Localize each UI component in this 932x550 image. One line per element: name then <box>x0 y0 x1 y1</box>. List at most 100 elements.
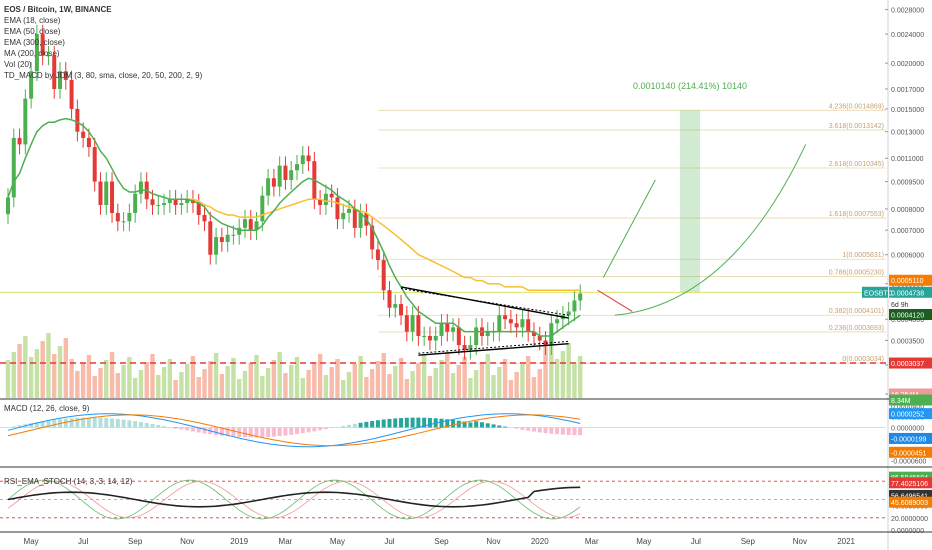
volume-bar <box>260 376 265 398</box>
legend-indicator[interactable]: EMA (300, close) <box>4 38 65 47</box>
macd-histogram-bar <box>110 418 115 428</box>
macd-histogram-bar <box>410 417 415 428</box>
macd-histogram-bar <box>219 427 224 436</box>
macd-histogram-bar <box>347 424 352 428</box>
candle-body <box>156 204 161 206</box>
candle-body <box>34 34 39 72</box>
macd-histogram-bar <box>75 417 80 428</box>
macd-histogram-bar <box>185 427 190 431</box>
macd-histogram-bar <box>260 427 265 438</box>
candle-body <box>179 203 184 205</box>
candle-body <box>531 331 536 336</box>
rsi-tag-text: 45.6089003 <box>891 500 928 507</box>
volume-bar <box>57 346 63 398</box>
price-tick-label: 0.0008000 <box>891 207 924 214</box>
macd-histogram-bar <box>578 427 583 436</box>
macd-histogram-bar <box>150 423 155 428</box>
macd-histogram-bar <box>526 427 531 431</box>
macd-histogram-bar <box>295 427 299 435</box>
time-axis-label: Mar <box>279 537 293 546</box>
candle-body <box>427 335 432 341</box>
macd-histogram-bar <box>225 427 230 437</box>
candle-body <box>63 71 68 80</box>
price-tick-label: 0.0017000 <box>891 87 924 94</box>
macd-histogram-bar <box>11 426 16 428</box>
volume-bar <box>202 369 207 398</box>
volume-bar <box>491 375 496 398</box>
legend-indicator[interactable]: MA (200, close) <box>4 49 60 58</box>
price-tag-text: 8.34M <box>891 398 911 405</box>
volume-bar <box>52 354 57 398</box>
candle-body <box>306 155 311 162</box>
price-tag: 0.0005110 <box>889 274 932 286</box>
macd-histogram-bar <box>404 417 409 428</box>
fib-level-label: 0.236(0.0003693) <box>829 325 884 332</box>
macd-histogram-bar <box>254 427 259 438</box>
candle-body <box>387 290 392 308</box>
volume-bar <box>520 364 525 398</box>
price-tag-bg <box>889 388 932 400</box>
candle-body <box>375 249 380 261</box>
candle-body <box>468 345 473 350</box>
time-axis-label: Jul <box>691 537 701 546</box>
macd-histogram-bar <box>242 427 247 438</box>
volume-bar <box>121 365 126 398</box>
macd-histogram-bar <box>451 419 456 428</box>
candle-body <box>271 178 276 187</box>
candle-body <box>566 311 571 316</box>
volume-bar <box>127 357 132 398</box>
macd-histogram-bar <box>179 427 184 430</box>
time-axis-label: 2021 <box>837 537 855 546</box>
time-axis-label: Mar <box>585 537 599 546</box>
candle-body <box>219 237 224 242</box>
candle-body <box>393 304 398 308</box>
volume-bar <box>179 372 184 398</box>
macd-tick-label: -0.0000600 <box>891 459 927 466</box>
volume-bar <box>375 361 381 398</box>
price-tick-label: 0.0003500 <box>891 338 924 345</box>
macd-histogram-bar <box>370 420 375 428</box>
macd-histogram-bar <box>479 422 484 428</box>
macd-pane-label[interactable]: MACD (12, 26, close, 9) <box>4 404 90 413</box>
volume-bar <box>393 366 398 398</box>
volume-bar <box>306 370 311 398</box>
volume-bar <box>184 364 190 398</box>
volume-bar <box>225 366 230 398</box>
volume-bar <box>346 372 352 398</box>
legend-indicator[interactable]: EMA (18, close) <box>4 16 61 25</box>
candle-body <box>335 197 340 220</box>
price-tag: 0.0004120 <box>889 309 932 321</box>
volume-bar <box>404 379 410 398</box>
legend-indicator[interactable]: EMA (50, close) <box>4 27 61 36</box>
macd-histogram-bar <box>555 427 560 435</box>
legend-indicator[interactable]: Vol (20) <box>4 60 32 69</box>
volume-bar <box>289 365 294 398</box>
price-tag-text: 0.0005110 <box>891 278 924 285</box>
price-tick-label: 0.0028000 <box>891 8 924 15</box>
volume-bar <box>578 356 583 398</box>
rsi-pane-label[interactable]: RSI_EMA_STOCH (14, 3, 3, 14, 12) <box>4 477 133 486</box>
candle-body <box>300 155 305 165</box>
macd-histogram-bar <box>393 418 398 428</box>
candle-body <box>150 199 155 205</box>
macd-tag-text: 0.0000252 <box>891 412 924 419</box>
candle-body <box>86 137 91 148</box>
macd-histogram-bar <box>462 421 467 428</box>
volume-bar <box>248 363 253 398</box>
fib-level-label: 2.618(0.0010345) <box>829 161 884 168</box>
volume-bar <box>219 374 225 398</box>
price-tick-label: 0.0004000 <box>891 317 924 324</box>
triangle-dotted-upper <box>400 288 569 316</box>
stoch-k-line <box>7 479 581 520</box>
macd-histogram-bar <box>277 427 282 437</box>
candle-body <box>341 212 346 220</box>
price-tag-bg <box>889 274 932 286</box>
candle-body <box>508 319 513 324</box>
legend-indicator[interactable]: TD_MACD by JDM (3, 80, sma, close, 20, 5… <box>4 71 203 80</box>
volume-bar <box>572 364 577 398</box>
time-axis-label: Sep <box>741 537 756 546</box>
volume-bar <box>323 375 329 398</box>
candle-body <box>46 55 51 57</box>
candle-body <box>537 335 542 341</box>
